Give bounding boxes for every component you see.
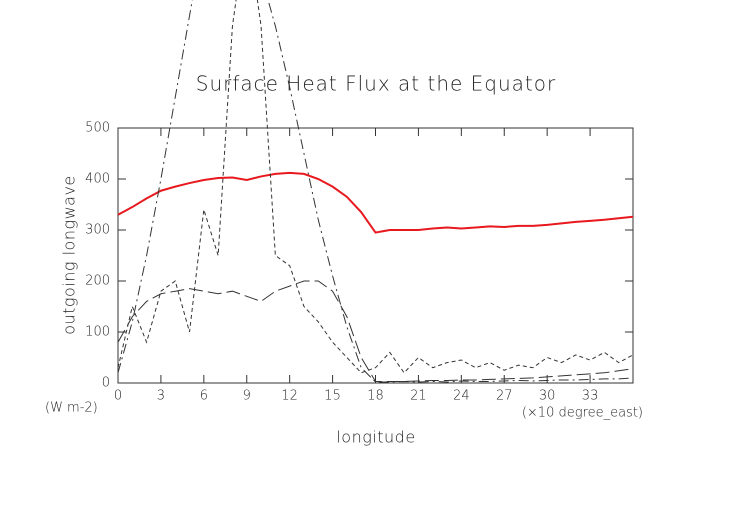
series-line — [117, 171, 634, 234]
x-tick-label: 9 — [243, 389, 251, 404]
x-tick-label: 12 — [281, 389, 298, 404]
y-tick-label: 100 — [85, 325, 110, 340]
x-tick-label: 18 — [367, 389, 384, 404]
x-tick-label: 24 — [453, 389, 470, 404]
y-tick-label: 500 — [85, 121, 110, 136]
chart-title: Surface Heat Flux at the Equator — [196, 72, 556, 96]
plot-frame — [117, 127, 634, 384]
x-tick-label: 27 — [496, 389, 513, 404]
x-tick-label: 21 — [410, 389, 427, 404]
y-tick-label: 200 — [85, 274, 110, 289]
x-tick-label: 33 — [582, 389, 599, 404]
series-line — [117, 0, 634, 383]
x-unit: (×10 degree_east) — [522, 406, 643, 421]
y-unit: (W m-2) — [45, 401, 98, 416]
y-tick-label: 0 — [102, 376, 110, 391]
x-tick-label: 30 — [539, 389, 556, 404]
x-tick-label: 3 — [157, 389, 165, 404]
x-tick-label: 0 — [114, 389, 122, 404]
x-axis-label: longitude — [336, 428, 415, 447]
x-tick-label: 6 — [200, 389, 208, 404]
series-line — [117, 280, 634, 382]
x-tick-label: 15 — [324, 389, 341, 404]
y-tick-label: 300 — [85, 223, 110, 238]
series-line — [117, 0, 634, 374]
y-axis-label: outgoing longwave — [60, 175, 79, 335]
y-tick-label: 400 — [85, 172, 110, 187]
